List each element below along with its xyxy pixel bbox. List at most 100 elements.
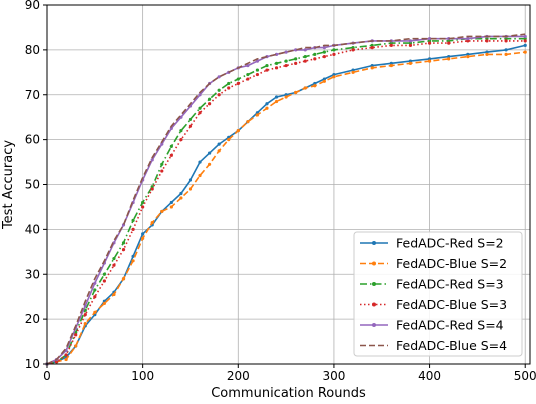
data-point: [207, 102, 212, 106]
data-point: [169, 144, 173, 148]
data-point: [141, 205, 145, 209]
x-tick-label: 100: [131, 369, 154, 383]
data-point: [332, 72, 336, 77]
data-point: [284, 63, 288, 68]
data-point: [169, 153, 173, 157]
data-point: [332, 48, 336, 52]
data-point: [150, 185, 154, 189]
data-point: [112, 256, 116, 261]
data-point: [313, 57, 317, 61]
data-point: [255, 72, 260, 77]
y-tick-label: 70: [25, 88, 40, 102]
x-tick-label: 300: [322, 369, 345, 383]
data-point: [284, 50, 288, 54]
data-point: [351, 46, 355, 50]
data-point: [389, 41, 393, 45]
data-point: [131, 254, 135, 258]
data-point: [131, 259, 135, 263]
data-point: [64, 357, 68, 362]
legend-box: [353, 231, 523, 357]
data-point: [427, 57, 432, 61]
data-point: [54, 360, 59, 364]
series-4: [45, 39, 527, 366]
data-point: [150, 158, 154, 162]
data-point: [265, 102, 269, 106]
data-point: [236, 129, 240, 133]
data-point: [227, 86, 231, 90]
data-point: [408, 61, 413, 65]
data-point: [485, 50, 489, 54]
data-point: [284, 59, 288, 63]
legend-label: FedADC-Blue S=2: [396, 256, 507, 271]
data-point: [303, 86, 307, 90]
data-point: [102, 279, 106, 283]
data-point: [179, 196, 183, 200]
data-point: [523, 43, 527, 47]
legend-marker: [372, 323, 376, 327]
data-point: [74, 344, 78, 348]
y-tick-label: 60: [25, 133, 40, 147]
data-point: [351, 48, 355, 52]
data-point: [207, 162, 212, 166]
plot-series: [45, 33, 527, 366]
data-point: [198, 160, 202, 164]
data-point: [112, 263, 116, 267]
legend-marker: [372, 282, 376, 286]
data-point: [523, 34, 527, 39]
data-point: [370, 43, 374, 47]
data-point: [485, 39, 489, 43]
data-point: [207, 97, 212, 101]
data-point: [427, 39, 432, 43]
data-point: [255, 59, 260, 63]
legend-label: FedADC-Blue S=3: [396, 297, 507, 312]
data-point: [332, 75, 336, 79]
data-point: [427, 37, 432, 41]
data-point: [236, 77, 240, 81]
data-point: [274, 61, 279, 65]
data-point: [246, 120, 250, 124]
legend-label: FedADC-Red S=4: [396, 318, 504, 333]
x-tick-label: 400: [418, 369, 441, 383]
data-point: [121, 277, 126, 281]
data-point: [179, 191, 183, 196]
data-point: [93, 281, 97, 285]
data-point: [523, 50, 527, 54]
data-point: [121, 247, 126, 252]
data-point: [313, 52, 317, 56]
data-point: [427, 59, 432, 63]
data-point: [408, 41, 413, 45]
data-point: [447, 39, 451, 43]
data-point: [207, 151, 212, 155]
series-6: [46, 33, 526, 365]
data-point: [150, 221, 154, 225]
data-point: [265, 106, 269, 110]
data-point: [150, 187, 154, 191]
data-point: [188, 187, 193, 191]
data-point: [131, 218, 135, 222]
legend-marker: [372, 261, 376, 266]
data-point: [504, 37, 508, 41]
data-point: [169, 205, 173, 209]
data-point: [255, 113, 260, 117]
data-point: [447, 57, 451, 61]
data-point: [188, 124, 193, 128]
data-point: [370, 63, 374, 68]
legend-marker: [372, 302, 376, 307]
data-point: [274, 66, 279, 70]
data-point: [284, 93, 288, 97]
data-point: [303, 48, 307, 52]
data-point: [169, 126, 173, 131]
data-point: [160, 142, 164, 146]
data-point: [227, 81, 231, 86]
data-point: [427, 41, 432, 45]
data-point: [389, 63, 393, 68]
data-point: [188, 178, 193, 182]
data-point: [504, 48, 508, 52]
data-point: [217, 88, 221, 92]
data-point: [389, 43, 393, 47]
data-point: [322, 79, 326, 83]
data-point: [64, 353, 68, 357]
y-tick-label: 30: [25, 267, 40, 281]
data-point: [131, 227, 135, 231]
